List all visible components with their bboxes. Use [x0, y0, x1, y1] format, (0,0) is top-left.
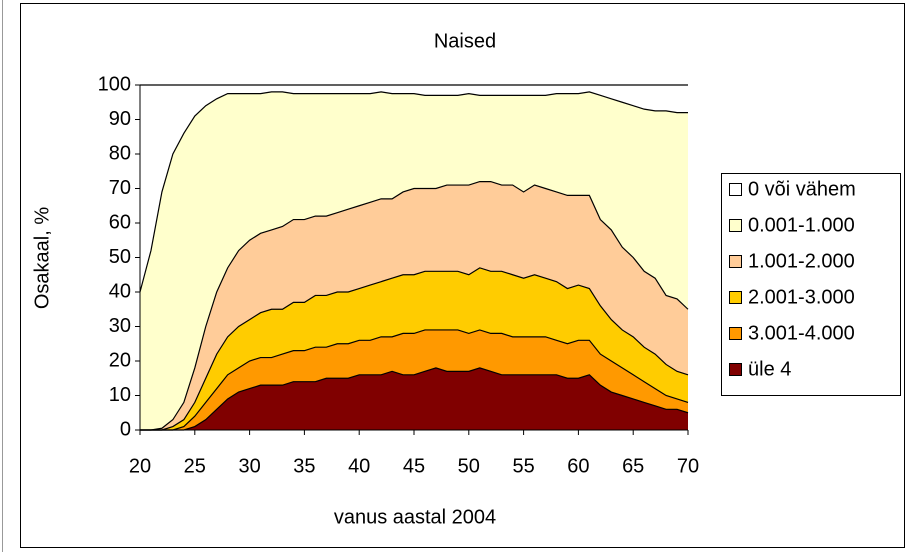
plot-area: [139, 84, 689, 431]
x-tick-label: 25: [184, 455, 206, 477]
x-axis-label: vanus aastal 2004: [334, 506, 496, 528]
legend-swatch: [729, 363, 742, 376]
x-tick-label: 55: [512, 455, 534, 477]
y-tick-label: 40: [109, 280, 131, 302]
x-tick-label: 65: [622, 455, 644, 477]
y-tick-label: 90: [109, 108, 131, 130]
legend-swatch: [729, 183, 742, 196]
area: [140, 91, 688, 431]
y-tick-label: 20: [109, 349, 131, 371]
y-tick-label: 100: [98, 73, 131, 95]
x-tick-label: 30: [238, 455, 260, 477]
area: [140, 181, 688, 430]
legend-label: 0 või vähem: [748, 178, 856, 200]
legend-swatch: [729, 327, 742, 340]
area-edge: [140, 267, 689, 431]
x-tick-label: 45: [403, 455, 425, 477]
y-tick-label: 80: [109, 142, 131, 164]
legend-swatch: [729, 219, 742, 232]
legend-label: 2.001-3.000: [748, 286, 855, 308]
legend-swatch: [729, 291, 742, 304]
area-edge: [139, 91, 688, 293]
legend-label: 3.001-4.000: [748, 322, 855, 344]
area: [140, 329, 688, 430]
area: [140, 367, 688, 430]
legend-label: üle 4: [748, 358, 791, 380]
legend-swatch: [729, 255, 742, 268]
y-tick-label: 60: [109, 211, 131, 233]
area-edge: [140, 181, 689, 431]
area-edge: [140, 367, 689, 431]
chart-title: Naised: [434, 30, 496, 52]
x-tick-label: 40: [348, 455, 370, 477]
y-tick-label: 70: [109, 177, 131, 199]
x-tick-label: 20: [129, 455, 151, 477]
y-tick-label: 0: [120, 418, 131, 440]
legend-label: 1.001-2.000: [748, 250, 855, 272]
x-tick-label: 50: [458, 455, 480, 477]
area: [140, 267, 688, 430]
y-tick-label: 50: [109, 246, 131, 268]
y-tick-label: 30: [109, 315, 131, 337]
x-tick-label: 60: [567, 455, 589, 477]
area-edge: [140, 329, 689, 431]
legend-label: 0.001-1.000: [748, 214, 855, 236]
y-axis-label: Osakaal, %: [31, 207, 53, 309]
y-tick-label: 10: [109, 384, 131, 406]
x-tick-label: 70: [677, 455, 699, 477]
x-tick-label: 35: [293, 455, 315, 477]
legend: [721, 173, 901, 396]
